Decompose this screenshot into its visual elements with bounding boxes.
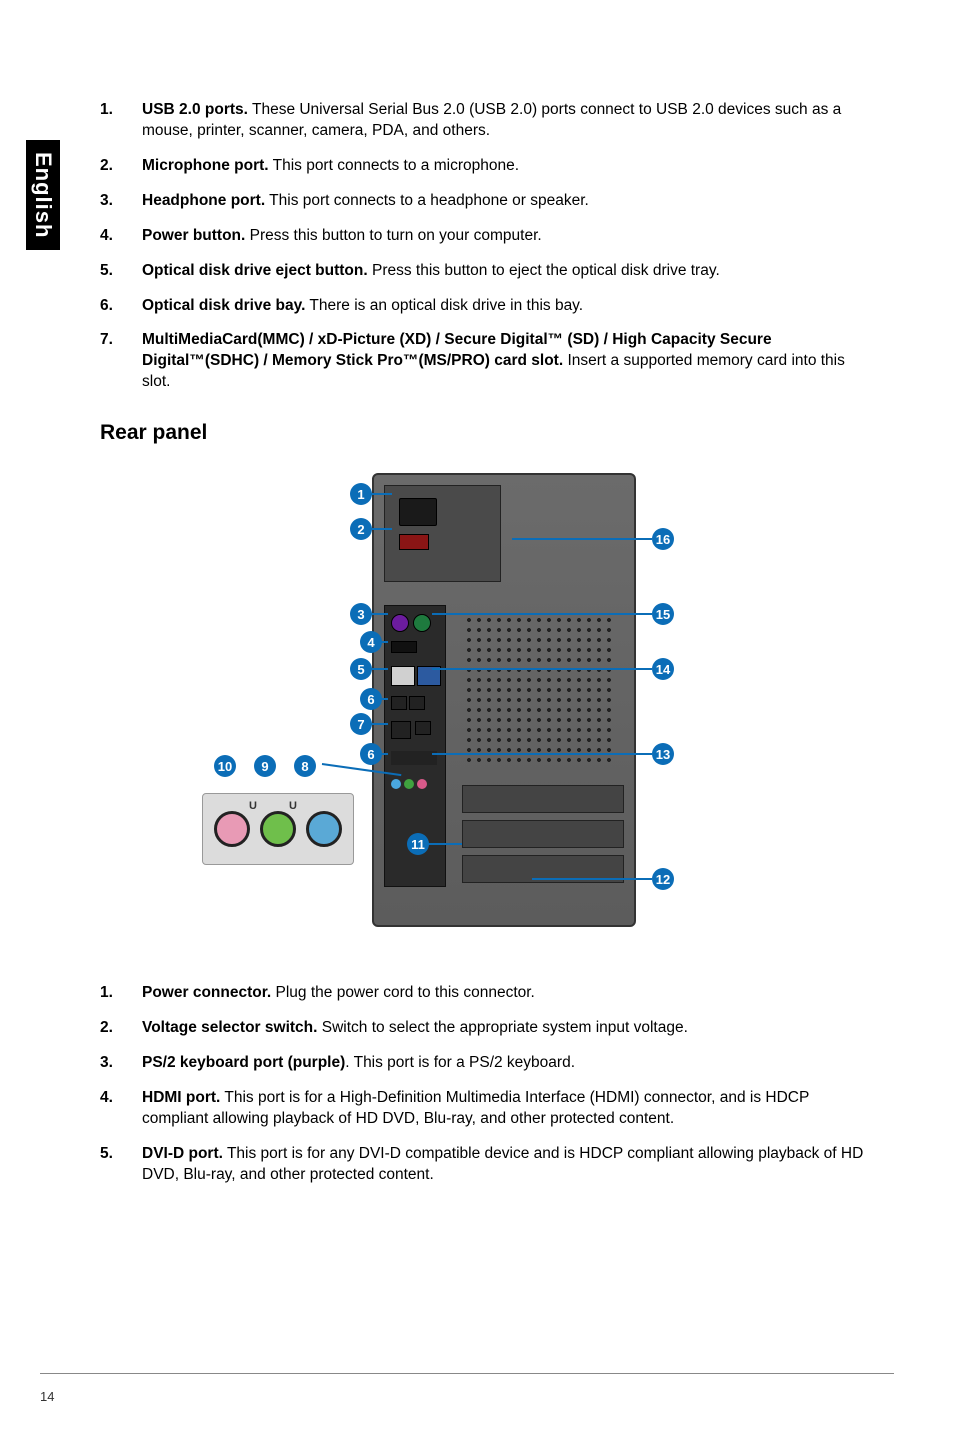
list-item: 2. Microphone port. This port connects to… [100,156,864,177]
usb-port-icon [409,696,425,710]
callout-bubble: 14 [652,658,674,680]
callout-bubble: 1 [350,483,372,505]
item-text: Optical disk drive eject button. Press t… [142,261,864,282]
item-number: 2. [100,156,118,177]
item-number: 6. [100,296,118,317]
footer-divider [40,1373,894,1374]
usb-row-icon [391,751,437,765]
leader-line [432,668,652,670]
item-number: 3. [100,191,118,212]
vent-grille-icon [464,615,614,765]
item-text: MultiMediaCard(MMC) / xD-Picture (XD) / … [142,330,864,393]
rear-panel-diagram: U U 123456761116151413121098 [202,463,762,953]
callout-bubble: 13 [652,743,674,765]
mic-jack-icon [214,811,250,847]
leader-line [370,528,392,530]
lan-port-icon [391,721,411,739]
list-item: 1. Power connector. Plug the power cord t… [100,983,864,1004]
hdmi-port-icon [391,641,417,653]
rear-panel-heading: Rear panel [100,421,864,445]
callout-bubble: 12 [652,868,674,890]
leader-line [370,723,388,725]
document-page: English 1. USB 2.0 ports. These Universal… [0,0,954,1438]
ps2-mouse-icon [413,614,431,632]
item-text: Headphone port. This port connects to a … [142,191,864,212]
list-item: 3. PS/2 keyboard port (purple). This port… [100,1053,864,1074]
leader-line [427,843,462,845]
voltage-switch-icon [399,534,429,550]
item-number: 7. [100,330,118,393]
callout-bubble: 5 [350,658,372,680]
front-panel-list: 1. USB 2.0 ports. These Universal Serial … [100,100,864,393]
expansion-slot [462,820,624,848]
u-mark-icon: U [289,800,297,812]
list-item: 4. Power button. Press this button to tur… [100,226,864,247]
dvi-port-icon [391,666,415,686]
callout-bubble: 9 [254,755,276,777]
item-text: Optical disk drive bay. There is an opti… [142,296,864,317]
linein-jack-icon [306,811,342,847]
item-number: 4. [100,1088,118,1130]
leader-line [432,613,652,615]
leader-line [532,878,652,880]
usb-port-icon [415,721,431,735]
leader-line [370,613,388,615]
item-number: 5. [100,261,118,282]
item-text: USB 2.0 ports. These Universal Serial Bu… [142,100,864,142]
list-item: 3. Headphone port. This port connects to … [100,191,864,212]
u-mark-icon: U [249,800,257,812]
item-text: Voltage selector switch. Switch to selec… [142,1018,864,1039]
callout-bubble: 3 [350,603,372,625]
leader-line [512,538,652,540]
audio-row-icon [391,776,437,790]
callout-bubble: 10 [214,755,236,777]
list-item: 2. Voltage selector switch. Switch to sel… [100,1018,864,1039]
callout-bubble: 2 [350,518,372,540]
item-number: 3. [100,1053,118,1074]
psu-area [384,485,501,582]
callout-bubble: 15 [652,603,674,625]
language-tab: English [26,140,60,250]
list-item: 5. DVI-D port. This port is for any DVI-D… [100,1144,864,1186]
list-item: 6. Optical disk drive bay. There is an op… [100,296,864,317]
power-socket-icon [399,498,437,526]
rear-panel-list: 1. Power connector. Plug the power cord t… [100,983,864,1185]
item-text: Microphone port. This port connects to a… [142,156,864,177]
item-number: 1. [100,983,118,1004]
lineout-jack-icon [260,811,296,847]
item-text: DVI-D port. This port is for any DVI-D c… [142,1144,864,1186]
leader-line [370,668,388,670]
item-text: PS/2 keyboard port (purple). This port i… [142,1053,864,1074]
item-number: 4. [100,226,118,247]
item-text: Power button. Press this button to turn … [142,226,864,247]
tower-body [372,473,636,927]
ps2-keyboard-icon [391,614,409,632]
expansion-slot [462,785,624,813]
list-item: 5. Optical disk drive eject button. Press… [100,261,864,282]
list-item: 1. USB 2.0 ports. These Universal Serial … [100,100,864,142]
item-number: 2. [100,1018,118,1039]
item-number: 1. [100,100,118,142]
item-number: 5. [100,1144,118,1186]
callout-bubble: 8 [294,755,316,777]
page-number: 14 [40,1389,54,1404]
list-item: 7. MultiMediaCard(MMC) / xD-Picture (XD) … [100,330,864,393]
usb-port-icon [391,696,407,710]
audio-jacks-inset: U U [202,793,354,865]
list-item: 4. HDMI port. This port is for a High-Def… [100,1088,864,1130]
item-text: HDMI port. This port is for a High-Defin… [142,1088,864,1130]
leader-line [432,753,652,755]
item-text: Power connector. Plug the power cord to … [142,983,864,1004]
callout-bubble: 16 [652,528,674,550]
callout-bubble: 7 [350,713,372,735]
leader-line [370,493,392,495]
